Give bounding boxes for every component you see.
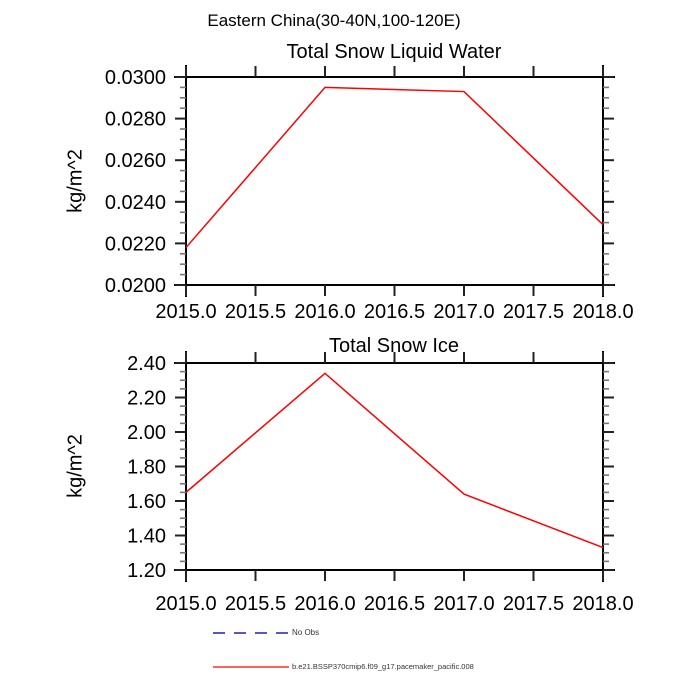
chart-1-tick-labels: 2015.0 2015.5 2016.0 2016.5 2017.0 2017.5 2018… <box>127 353 634 615</box>
svg-text:2.40: 2.40 <box>127 353 166 375</box>
chart-0-series-line <box>185 86 604 249</box>
svg-text:2015.5: 2015.5 <box>225 593 286 615</box>
svg-text:2016.0: 2016.0 <box>294 593 355 615</box>
svg-text:2016.5: 2016.5 <box>364 301 425 323</box>
chart-1-ticks <box>175 352 614 581</box>
top-chart-title: Total Snow Liquid Water <box>286 41 502 63</box>
svg-text:2017.5: 2017.5 <box>503 593 564 615</box>
chart-0-ticks <box>175 66 614 296</box>
svg-text:0.0260: 0.0260 <box>105 150 166 172</box>
svg-text:2015.5: 2015.5 <box>225 301 286 323</box>
svg-text:0.0280: 0.0280 <box>105 109 166 131</box>
legend-label-no-obs: No Obs <box>292 628 320 637</box>
chart-1-axes <box>174 351 615 582</box>
svg-text:2.00: 2.00 <box>127 422 166 444</box>
svg-text:2016.5: 2016.5 <box>364 593 425 615</box>
top-chart-y-axis-label: kg/m^2 <box>64 149 87 213</box>
svg-text:2015.0: 2015.0 <box>155 301 216 323</box>
chart-0-axes <box>174 65 615 297</box>
svg-text:2018.0: 2018.0 <box>572 301 633 323</box>
figure-title: Eastern China(30-40N,100-120E) <box>207 11 461 30</box>
svg-text:1.80: 1.80 <box>127 457 166 479</box>
svg-text:2016.0: 2016.0 <box>294 301 355 323</box>
svg-text:2017.0: 2017.0 <box>433 301 494 323</box>
svg-text:0.0200: 0.0200 <box>105 275 166 297</box>
legend-label-series: b.e21.BSSP370cmip6.f09_g17.pacemaker_pac… <box>292 662 474 671</box>
svg-text:1.40: 1.40 <box>127 526 166 548</box>
svg-text:0.0220: 0.0220 <box>105 233 166 255</box>
svg-text:0.0240: 0.0240 <box>105 192 166 214</box>
chart-0-tick-labels: 2015.0 2015.5 2016.0 2016.5 2017.0 2017.5 2018… <box>105 67 634 323</box>
chart-1-series-line <box>185 372 604 549</box>
bottom-chart-y-axis-label: kg/m^2 <box>64 434 87 498</box>
svg-text:2017.5: 2017.5 <box>503 301 564 323</box>
svg-text:2.20: 2.20 <box>127 388 166 410</box>
svg-text:1.20: 1.20 <box>127 560 166 582</box>
bottom-chart-title: Total Snow Ice <box>328 335 460 357</box>
svg-text:2017.0: 2017.0 <box>433 593 494 615</box>
svg-text:1.60: 1.60 <box>127 491 166 513</box>
legend-swatches <box>213 632 289 668</box>
svg-text:2018.0: 2018.0 <box>572 593 633 615</box>
svg-text:0.0300: 0.0300 <box>105 67 166 89</box>
svg-text:2015.0: 2015.0 <box>155 593 216 615</box>
